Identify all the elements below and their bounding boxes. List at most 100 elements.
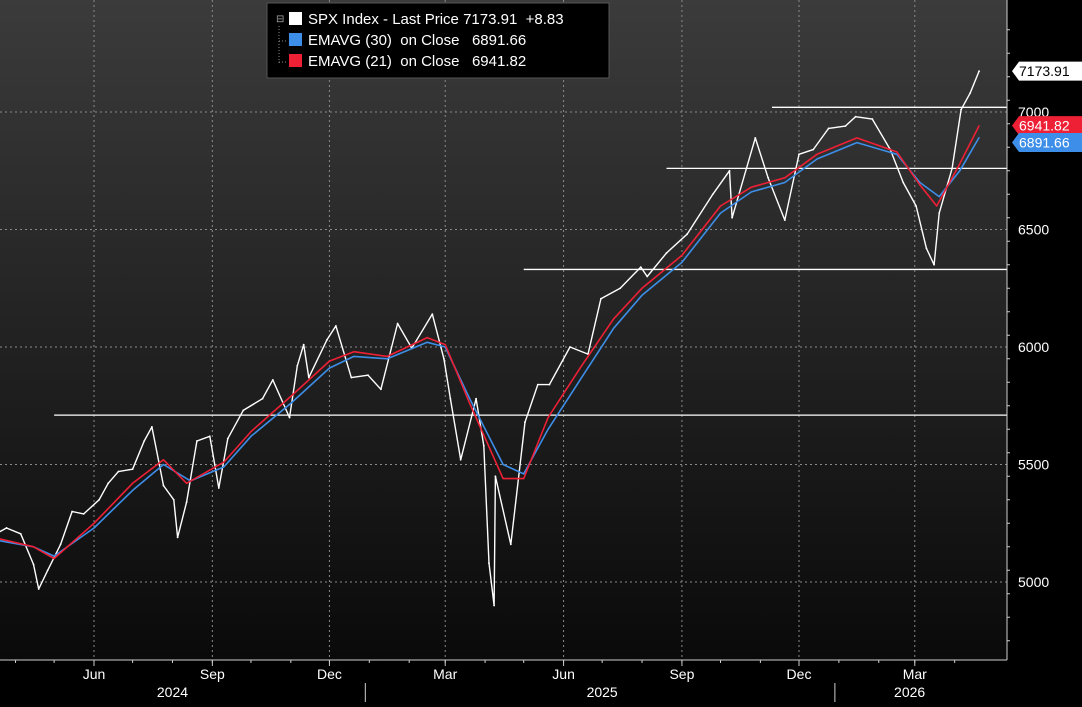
price-point (288, 416, 291, 419)
price-point (475, 397, 477, 400)
x-tick-label: Mar (903, 666, 927, 682)
price-point (812, 148, 815, 151)
price-tag-label: 7173.91 (1019, 63, 1070, 79)
ema-point (641, 294, 643, 296)
legend-box (266, 2, 610, 79)
price-point (208, 435, 211, 438)
ema-point (547, 428, 549, 430)
ema-point (919, 181, 921, 184)
price-point (854, 115, 857, 118)
price-point (107, 482, 110, 485)
y-tick-label: 6000 (1018, 339, 1049, 355)
ema-point (53, 555, 55, 557)
ema-point (784, 177, 786, 179)
ema-point (386, 358, 388, 360)
x-tick-label: Sep (669, 666, 694, 682)
price-point (509, 543, 512, 546)
grid (0, 0, 1007, 660)
price-point (302, 343, 305, 346)
price-point (827, 127, 830, 130)
x-tick-label: Dec (787, 666, 812, 682)
price-point (176, 536, 179, 539)
price-point (350, 376, 353, 379)
price-point (951, 167, 953, 170)
price-tag-shape (1012, 132, 1082, 152)
price-point (915, 205, 917, 207)
price-point (19, 532, 22, 535)
price-point (619, 287, 622, 290)
price-point (969, 92, 972, 95)
ema-point (223, 461, 225, 463)
price-point (731, 216, 734, 219)
x-tick-label: Jun (552, 666, 575, 682)
ema-point (641, 287, 643, 289)
legend-row-ema30: EMAVG (30) on Close 6891.66 (308, 32, 526, 49)
ema-point (469, 398, 471, 400)
price-point (798, 153, 800, 156)
ema-point (353, 351, 355, 353)
price-point (162, 484, 165, 487)
ema-point (162, 459, 165, 461)
price-point (150, 426, 153, 428)
legend-collapse-icon[interactable]: ⊟ (276, 14, 284, 25)
legend: ⊟ SPX Index - Last Price 7173.91 +8.83 E… (266, 2, 610, 79)
price-point (117, 470, 120, 473)
price-point (686, 233, 688, 236)
ema-point (290, 395, 292, 397)
price-point (783, 219, 786, 222)
price-point (379, 388, 382, 391)
ema-point (547, 416, 549, 419)
price-point (143, 440, 146, 442)
ema-point (938, 196, 940, 198)
ema-point (719, 212, 722, 214)
price-point (933, 263, 935, 266)
year-label: 2026 (894, 684, 925, 700)
price-tag-shape (1012, 116, 1082, 136)
price-point (728, 169, 731, 172)
price-tag-label: 6891.66 (1019, 134, 1070, 150)
ema-point (250, 435, 252, 437)
price-point (5, 527, 8, 529)
ema-point (250, 431, 252, 433)
price-tag-shape (1012, 61, 1082, 81)
ema-point (53, 557, 55, 560)
ema-point (93, 522, 95, 524)
price-point (334, 324, 337, 327)
price-point (844, 125, 847, 127)
price-point (449, 397, 452, 400)
ema-point (469, 402, 471, 404)
price-point (938, 212, 941, 214)
price-point (242, 409, 245, 412)
plot-background (0, 0, 1007, 660)
ema-point (896, 153, 898, 155)
price-point (307, 376, 310, 379)
price-point (325, 339, 328, 341)
price-point (396, 322, 399, 325)
price-point (82, 512, 85, 515)
price-point (443, 357, 445, 360)
ema-point (502, 478, 504, 480)
ema-point (936, 205, 938, 207)
price-point (548, 383, 551, 386)
y-tick-label: 5000 (1018, 574, 1049, 590)
x-tick-label: Jun (83, 666, 106, 682)
ema-point (580, 365, 583, 367)
ema-point (131, 489, 134, 491)
ema-point (750, 191, 752, 193)
ema-point (959, 163, 961, 165)
price-point (639, 266, 642, 268)
ema-point (750, 186, 752, 188)
y-tick-label: 7000 (1018, 104, 1049, 120)
price-point (37, 588, 40, 590)
ema-point (444, 344, 446, 346)
ema-point (978, 136, 980, 139)
price-point (185, 501, 188, 503)
ema-point (328, 360, 331, 362)
ema-point (386, 355, 388, 357)
x-axis-background (0, 660, 1007, 702)
ema-point (131, 482, 134, 484)
x-tick-label: Mar (433, 666, 457, 682)
ema-point (856, 137, 858, 139)
